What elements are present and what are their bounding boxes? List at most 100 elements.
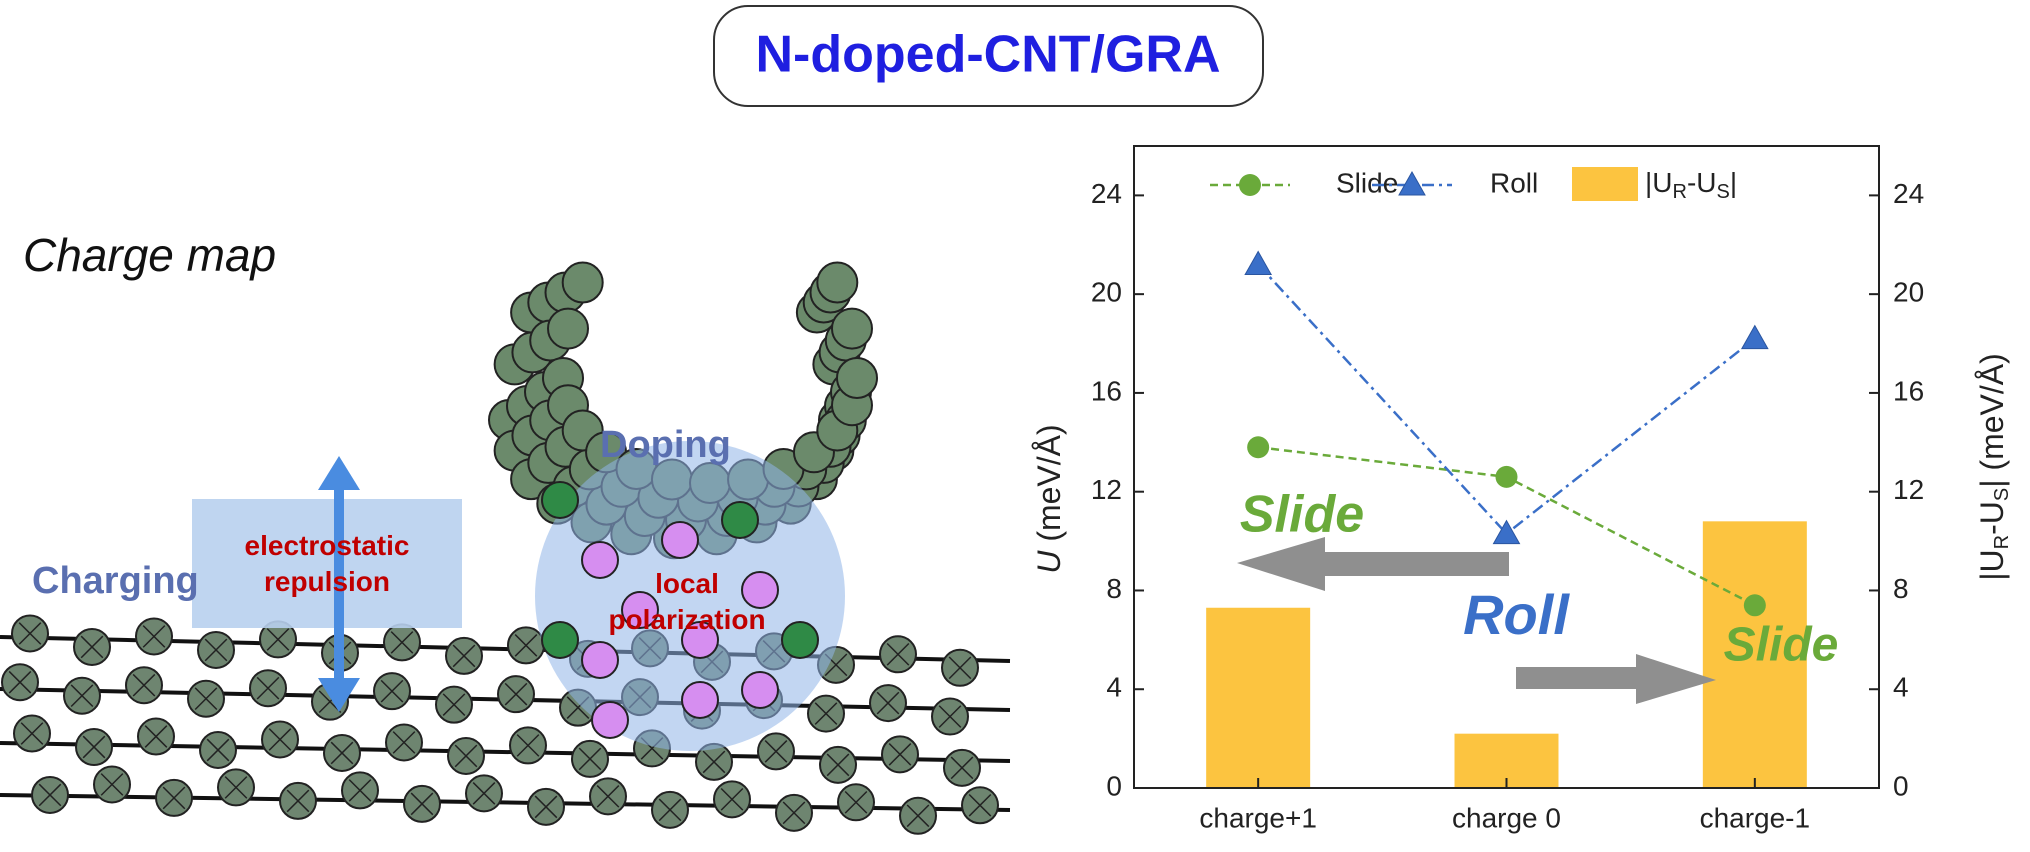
atom-cross [948, 656, 972, 680]
x-tick-label: charge+1 [1199, 802, 1317, 833]
y2-tick-label: 16 [1893, 375, 1924, 406]
atom-cross [224, 776, 248, 799]
marker [1247, 436, 1270, 459]
text-part: electrostatic [245, 530, 410, 561]
charging-label: Charging [32, 560, 199, 602]
repulsion-label: electrostatic repulsion [245, 530, 410, 597]
atom-cross [82, 735, 106, 759]
atom-cross [390, 631, 414, 654]
arrow-head [318, 456, 360, 490]
title-box [713, 5, 1264, 107]
doping-label: Doping [600, 424, 731, 466]
y-axis-label: U (meV/Å) [1031, 424, 1067, 573]
annotation: Slide [1724, 619, 1839, 672]
y-tick-label: 24 [1091, 178, 1122, 209]
marker [1740, 324, 1769, 350]
atom [741, 571, 779, 609]
y2-tick-label: 8 [1893, 573, 1909, 604]
atom [781, 621, 819, 659]
atom-cross [162, 786, 186, 810]
atom-cross [20, 722, 44, 745]
atom-cross [70, 684, 94, 708]
atom-cross [504, 682, 528, 706]
y2-tick-label: 20 [1893, 277, 1924, 308]
text-part: local [655, 568, 719, 599]
polarization-label: local polarization [608, 568, 765, 635]
atom-cross [330, 741, 354, 765]
text-part: | (meV/Å) [1974, 353, 2010, 488]
atom-cross [950, 756, 974, 780]
text-part: S [1991, 488, 2013, 501]
atom-cross [380, 679, 404, 703]
y-tick-label: 4 [1106, 672, 1122, 703]
marker [1495, 465, 1518, 488]
atom-cross [206, 738, 230, 762]
atom [681, 681, 719, 719]
text-part: U [1031, 550, 1067, 574]
arrow-body [1321, 552, 1509, 576]
atom [547, 307, 590, 350]
y-tick-label: 20 [1091, 277, 1122, 308]
charge-map-label: Charge map [23, 229, 276, 281]
text-part: -U [1687, 167, 1717, 198]
text-part: (meV/Å) [1031, 424, 1067, 541]
atom-cross [782, 801, 806, 825]
atom-cross [876, 691, 900, 715]
atom-cross [286, 789, 310, 813]
atom-cross [596, 785, 620, 808]
atom-cross [516, 734, 540, 757]
repulsion-box [192, 499, 462, 628]
atom-cross [702, 750, 726, 774]
atom [681, 621, 719, 659]
atom-cross [720, 787, 744, 811]
atom-cross [256, 676, 280, 700]
atom [581, 641, 619, 679]
annotation: Roll [1463, 583, 1570, 646]
atom-cross [814, 702, 838, 725]
atom-cross [142, 625, 166, 648]
atom-cross [100, 773, 124, 796]
atom [661, 521, 699, 559]
y2-tick-label: 0 [1893, 770, 1909, 801]
atom-cross [8, 670, 32, 694]
atom-cross [38, 783, 62, 807]
text-part: |U [1645, 167, 1673, 198]
atom-cross [472, 782, 496, 805]
marker [1398, 170, 1426, 196]
text-part: S [1717, 181, 1730, 203]
atom-cross [132, 673, 156, 697]
arrow-head [1636, 654, 1716, 704]
atom-cross [266, 628, 290, 651]
annotation: Slide [1240, 486, 1364, 544]
y-tick-label: 12 [1091, 474, 1122, 505]
atom [561, 261, 604, 304]
atom [541, 481, 579, 519]
atom-cross [194, 687, 218, 711]
arrow-head [1237, 537, 1325, 591]
atom-cross [454, 744, 478, 768]
marker [1492, 519, 1521, 545]
x-tick-label: charge 0 [1452, 802, 1561, 833]
atom-cross [764, 740, 788, 763]
atom-cross [938, 705, 962, 728]
y2-axis-label: |UR-US| (meV/Å) [1974, 353, 2013, 581]
atom-cross [658, 798, 682, 822]
figure-title: N-doped-CNT/GRA [755, 26, 1220, 84]
text-part: -U [1974, 501, 2010, 535]
text-part: |U [1974, 549, 2010, 580]
y2-tick-label: 4 [1893, 672, 1909, 703]
atom-cross [144, 725, 168, 748]
y2-tick-label: 24 [1893, 178, 1924, 209]
atom-cross [514, 634, 538, 657]
atom-cross [826, 753, 850, 777]
atom-cross [268, 728, 292, 751]
text-part: repulsion [264, 566, 390, 597]
atom [816, 261, 859, 304]
atom-cross [348, 779, 372, 802]
atom [830, 307, 873, 350]
atom-cross [968, 793, 992, 817]
y-tick-label: 8 [1106, 573, 1122, 604]
bar [1206, 607, 1311, 788]
atom [721, 501, 759, 539]
atom [541, 621, 579, 659]
